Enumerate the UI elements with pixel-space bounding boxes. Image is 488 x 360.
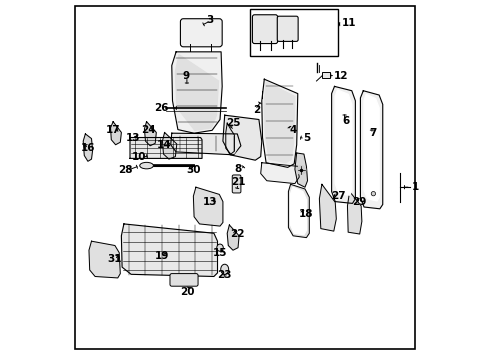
Text: 6: 6 bbox=[342, 116, 349, 126]
Text: 31: 31 bbox=[107, 254, 121, 264]
Polygon shape bbox=[260, 163, 299, 184]
Ellipse shape bbox=[140, 162, 153, 169]
Text: 26: 26 bbox=[153, 103, 168, 113]
Polygon shape bbox=[110, 122, 121, 145]
Polygon shape bbox=[331, 86, 355, 203]
Ellipse shape bbox=[216, 244, 223, 251]
Text: 30: 30 bbox=[186, 165, 200, 175]
Polygon shape bbox=[335, 90, 351, 195]
Text: 27: 27 bbox=[330, 191, 345, 201]
Circle shape bbox=[370, 192, 375, 196]
Polygon shape bbox=[83, 134, 92, 161]
Polygon shape bbox=[294, 153, 307, 187]
Text: 16: 16 bbox=[81, 143, 95, 153]
FancyBboxPatch shape bbox=[277, 16, 298, 41]
Polygon shape bbox=[290, 187, 306, 235]
Polygon shape bbox=[360, 91, 382, 209]
Polygon shape bbox=[363, 94, 378, 201]
Polygon shape bbox=[175, 55, 218, 130]
Text: 3: 3 bbox=[206, 15, 213, 25]
Text: 15: 15 bbox=[212, 248, 227, 258]
FancyBboxPatch shape bbox=[170, 274, 198, 286]
Polygon shape bbox=[223, 115, 261, 160]
Polygon shape bbox=[171, 52, 222, 133]
FancyBboxPatch shape bbox=[232, 175, 241, 193]
Text: 9: 9 bbox=[182, 71, 189, 81]
FancyBboxPatch shape bbox=[180, 19, 222, 47]
Polygon shape bbox=[347, 192, 361, 234]
Polygon shape bbox=[261, 79, 297, 167]
Text: 24: 24 bbox=[141, 125, 155, 135]
Text: 21: 21 bbox=[230, 177, 245, 187]
Bar bbox=[322, 72, 329, 78]
Polygon shape bbox=[173, 135, 238, 153]
Polygon shape bbox=[89, 241, 120, 278]
Text: 11: 11 bbox=[341, 18, 355, 28]
Text: 29: 29 bbox=[352, 197, 366, 207]
Polygon shape bbox=[225, 123, 234, 154]
Bar bbox=[249, 9, 337, 56]
Text: 25: 25 bbox=[225, 118, 240, 128]
Polygon shape bbox=[264, 82, 294, 163]
FancyBboxPatch shape bbox=[252, 15, 277, 44]
Text: 1: 1 bbox=[411, 182, 418, 192]
Text: 8: 8 bbox=[234, 164, 241, 174]
Text: 22: 22 bbox=[229, 229, 244, 239]
Text: 19: 19 bbox=[154, 251, 168, 261]
Polygon shape bbox=[121, 224, 217, 276]
Text: 7: 7 bbox=[369, 128, 376, 138]
Text: 13: 13 bbox=[202, 197, 217, 207]
Polygon shape bbox=[193, 187, 223, 226]
Text: 5: 5 bbox=[302, 132, 309, 143]
Circle shape bbox=[296, 166, 305, 174]
Text: 18: 18 bbox=[298, 209, 312, 219]
Text: 17: 17 bbox=[105, 125, 120, 135]
Text: 20: 20 bbox=[179, 287, 194, 297]
Polygon shape bbox=[162, 132, 177, 159]
Text: 2: 2 bbox=[253, 105, 260, 115]
Text: 10: 10 bbox=[132, 152, 146, 162]
Polygon shape bbox=[130, 138, 202, 158]
Polygon shape bbox=[288, 184, 309, 238]
Polygon shape bbox=[319, 184, 336, 231]
Text: 28: 28 bbox=[118, 165, 132, 175]
Ellipse shape bbox=[220, 264, 228, 274]
Text: 4: 4 bbox=[289, 125, 296, 135]
Text: 12: 12 bbox=[333, 71, 347, 81]
Polygon shape bbox=[227, 225, 239, 250]
Text: 14: 14 bbox=[156, 140, 171, 150]
Polygon shape bbox=[144, 122, 156, 146]
Text: 13: 13 bbox=[125, 132, 140, 143]
Polygon shape bbox=[170, 133, 241, 155]
Text: 23: 23 bbox=[216, 270, 231, 280]
